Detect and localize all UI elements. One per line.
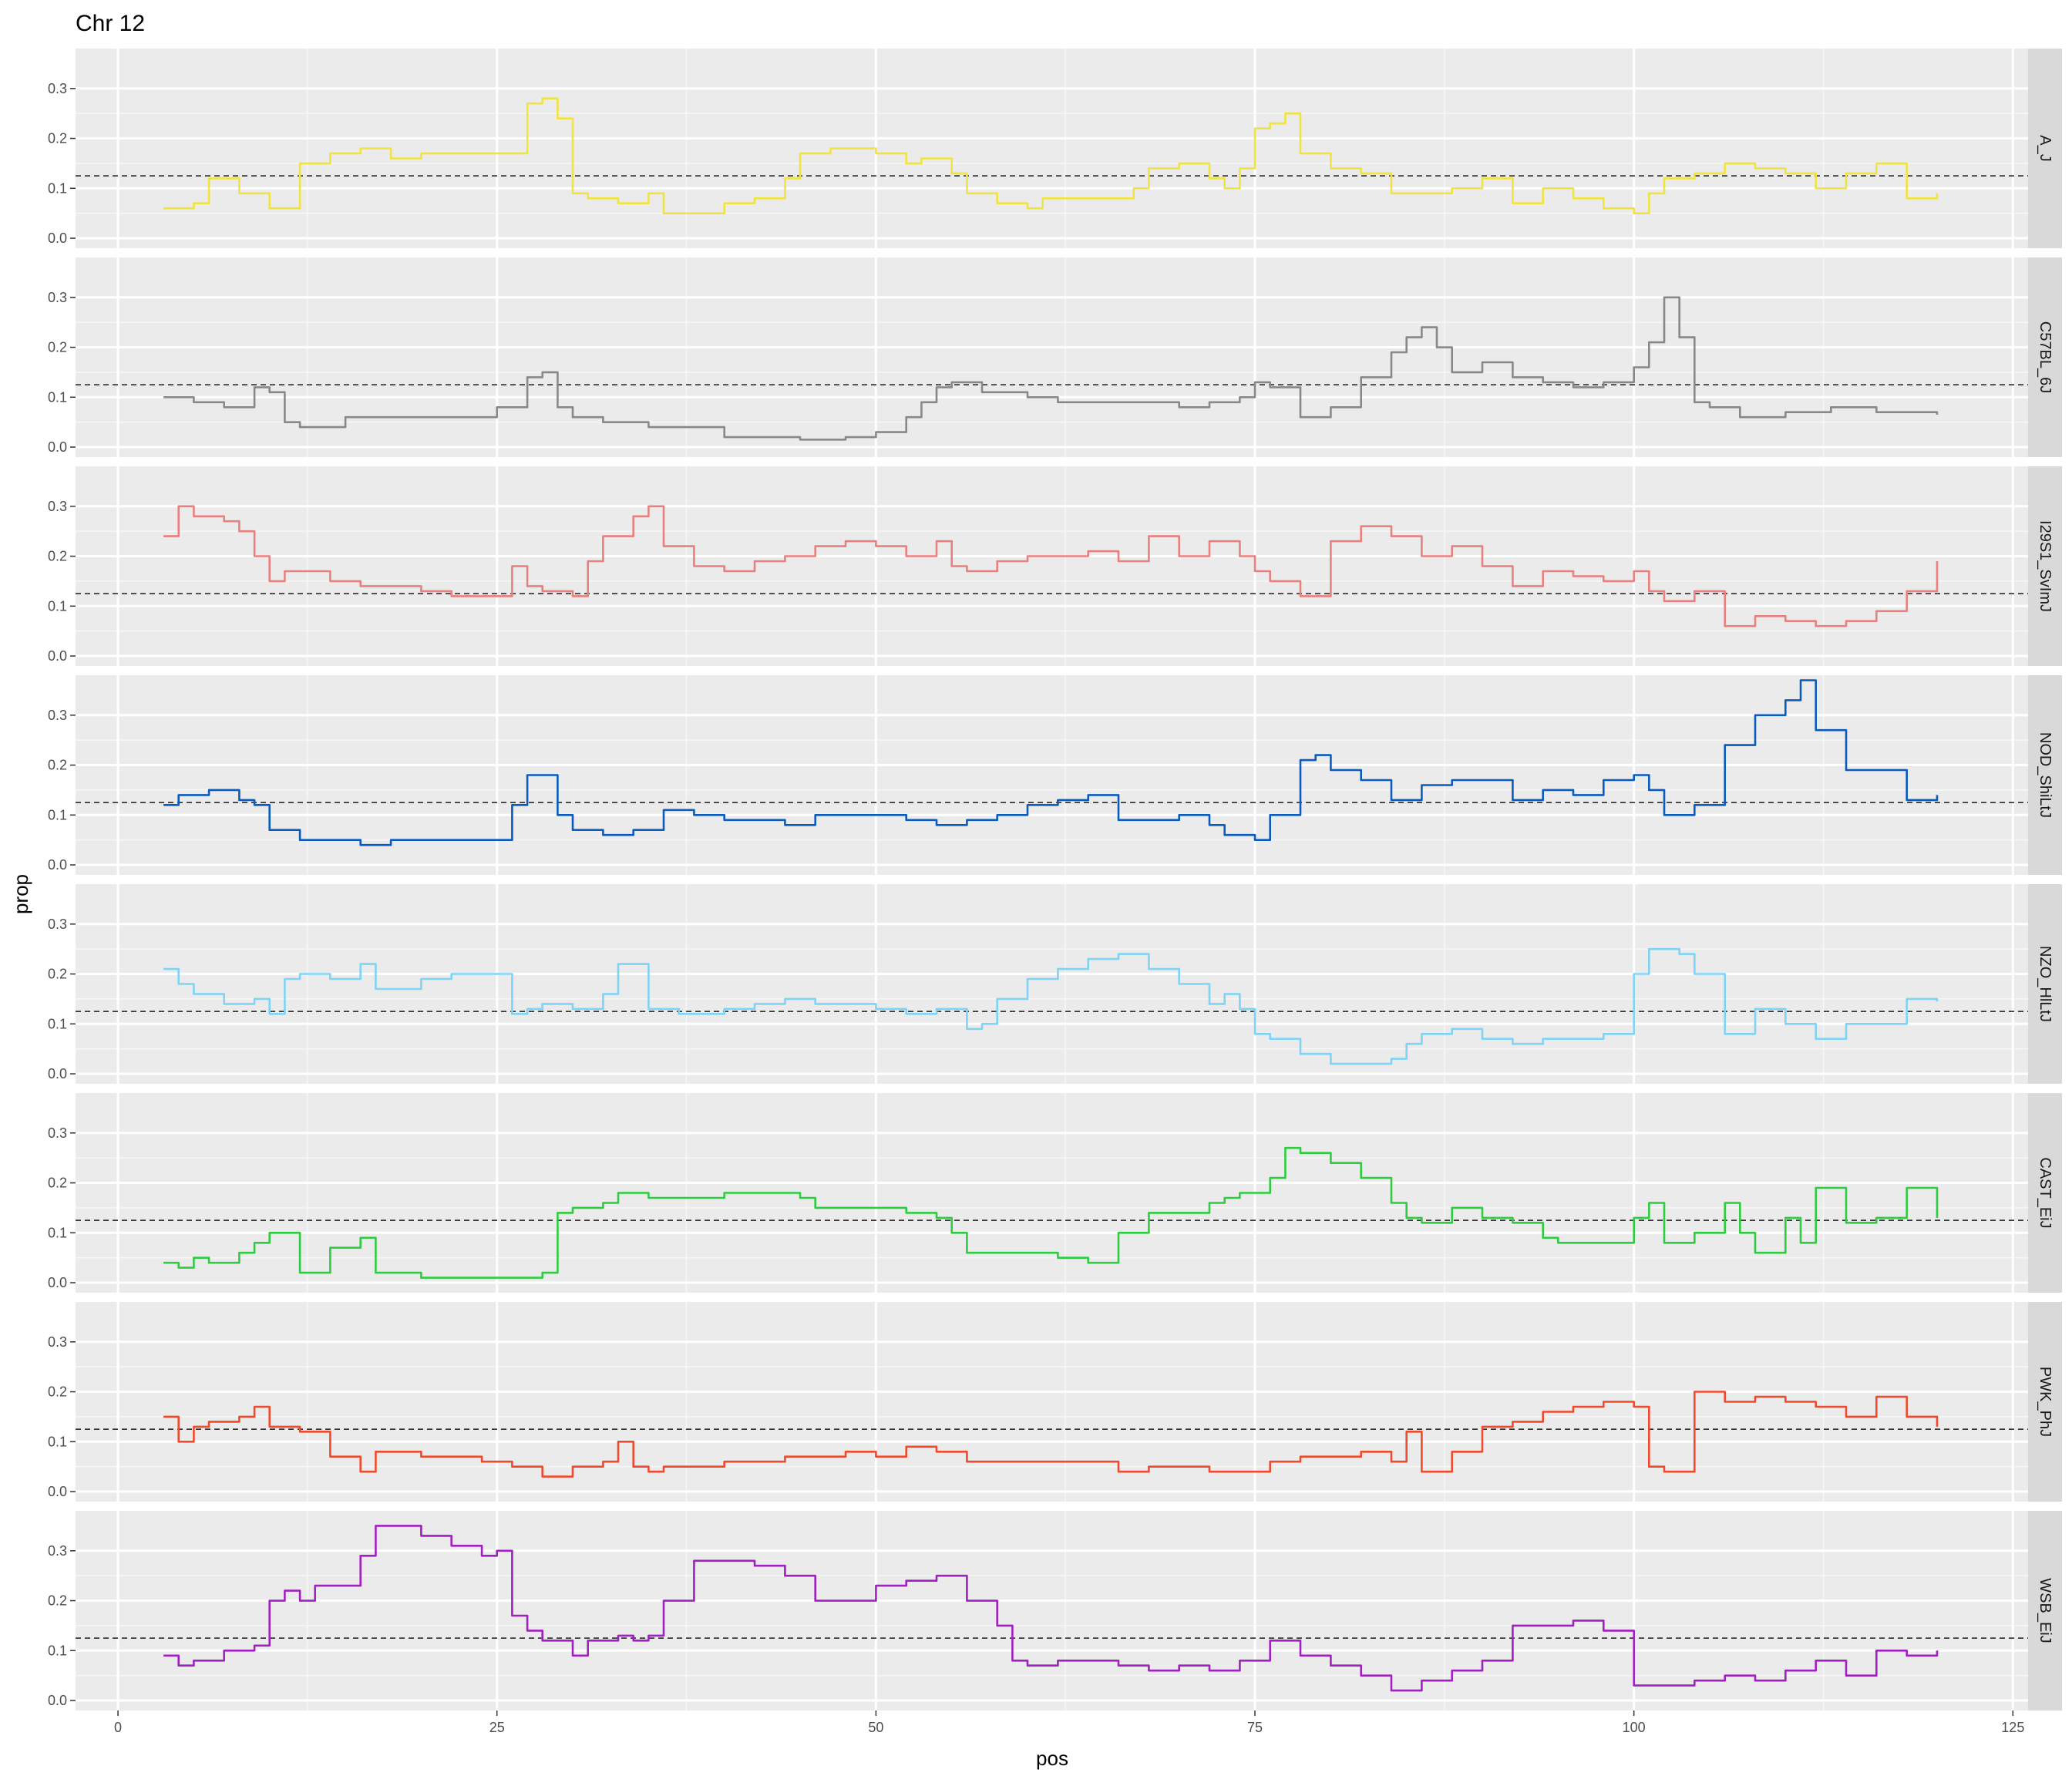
facet-strip-label: WSB_EiJ	[2037, 1578, 2054, 1643]
facet-strip-label: C57BL_6J	[2037, 321, 2054, 393]
facet-panels: 0.00.10.20.3A_J0.00.10.20.3C57BL_6J0.00.…	[48, 49, 2062, 1710]
panel-background	[76, 675, 2028, 875]
y-tick-label: 0.3	[48, 708, 67, 723]
y-tick-label: 0.0	[48, 857, 67, 873]
series-line-PWK_PhJ	[163, 1391, 1939, 1478]
y-axis-title: prop	[9, 874, 32, 914]
series-line-A_J	[163, 97, 1939, 214]
facet-panel-2: 0.0 0.1 0.2 0.3 C57BL_6J	[48, 257, 2062, 457]
x-tick-label: 100	[1623, 1720, 1646, 1735]
y-tick-label: 0.3	[48, 917, 67, 932]
y-tick-label: 0.2	[48, 131, 67, 146]
facet-panel-3: 0.0 0.1 0.2 0.3 I29S1_SvImJ	[48, 466, 2062, 666]
facet-panel-6: 0.0 0.1 0.2 0.3 CAST_EiJ	[48, 1093, 2062, 1293]
series-line-CAST_EiJ	[163, 1146, 1939, 1279]
y-tick-label: 0.0	[48, 1484, 67, 1499]
y-tick-label: 0.0	[48, 439, 67, 455]
series-line-C57BL_6J	[163, 296, 1939, 441]
facet-strip-label: CAST_EiJ	[2037, 1157, 2054, 1228]
y-tick-label: 0.0	[48, 1275, 67, 1290]
y-tick-label: 0.0	[48, 648, 67, 664]
chart-title: Chr 12	[76, 11, 145, 36]
y-tick-label: 0.2	[48, 340, 67, 355]
facet-strip	[2028, 1511, 2062, 1710]
y-tick-label: 0.0	[48, 1693, 67, 1708]
x-axis-title: pos	[1036, 1747, 1068, 1770]
facet-strip	[2028, 1302, 2062, 1502]
y-tick-label: 0.3	[48, 1543, 67, 1559]
panel-background	[76, 1511, 2028, 1710]
facet-strip-label: I29S1_SvImJ	[2037, 520, 2054, 612]
facet-panel-7: 0.0 0.1 0.2 0.3 PWK_PhJ	[48, 1302, 2062, 1502]
y-tick-label: 0.1	[48, 1225, 67, 1240]
panel-background	[76, 1093, 2028, 1293]
panel-background	[76, 1302, 2028, 1502]
y-tick-label: 0.0	[48, 1066, 67, 1081]
facet-strip-label: NZO_HlLtJ	[2037, 946, 2054, 1022]
facet-strip	[2028, 257, 2062, 457]
facet-strip	[2028, 49, 2062, 248]
facet-strip	[2028, 466, 2062, 666]
series-line-I29S1_SvImJ	[163, 505, 1939, 627]
y-tick-label: 0.1	[48, 389, 67, 405]
y-tick-label: 0.2	[48, 1176, 67, 1191]
y-tick-label: 0.2	[48, 1384, 67, 1400]
series-line-NOD_ShiLtJ	[163, 679, 1939, 846]
x-tick-label: 25	[489, 1720, 505, 1735]
facet-panel-8: 0.0 0.1 0.2 0.3 WSB_EiJ	[48, 1511, 2062, 1710]
y-tick-label: 0.2	[48, 1593, 67, 1609]
series-line-NZO_HlLtJ	[163, 947, 1939, 1065]
y-tick-label: 0.1	[48, 180, 67, 196]
y-tick-label: 0.1	[48, 1016, 67, 1031]
y-tick-label: 0.3	[48, 81, 67, 96]
facet-panel-1: 0.0 0.1 0.2 0.3 A_J	[48, 49, 2062, 248]
facet-strip-label: NOD_ShiLtJ	[2037, 732, 2054, 818]
y-tick-label: 0.1	[48, 598, 67, 614]
y-tick-label: 0.1	[48, 1643, 67, 1658]
facet-strip	[2028, 884, 2062, 1084]
x-tick-label: 50	[868, 1720, 883, 1735]
panel-background	[76, 466, 2028, 666]
panel-background	[76, 257, 2028, 457]
series-line-WSB_EiJ	[163, 1525, 1939, 1692]
y-tick-label: 0.2	[48, 967, 67, 982]
x-tick-label: 125	[2001, 1720, 2024, 1735]
y-tick-label: 0.3	[48, 290, 67, 305]
facet-panel-5: 0.0 0.1 0.2 0.3 NZO_HlLtJ	[48, 884, 2062, 1084]
y-tick-label: 0.2	[48, 549, 67, 564]
y-tick-label: 0.3	[48, 499, 67, 514]
facet-strip	[2028, 1093, 2062, 1293]
panel-background	[76, 884, 2028, 1084]
y-tick-label: 0.2	[48, 758, 67, 773]
y-tick-label: 0.1	[48, 807, 67, 822]
facet-strip-label: PWK_PhJ	[2037, 1367, 2054, 1437]
y-tick-label: 0.3	[48, 1125, 67, 1141]
x-tick-label: 75	[1247, 1720, 1263, 1735]
x-tick-label: 0	[114, 1720, 122, 1735]
facet-strip-label: A_J	[2037, 135, 2054, 161]
facet-strip	[2028, 675, 2062, 875]
facet-panel-4: 0.0 0.1 0.2 0.3 NOD_ShiLtJ	[48, 675, 2062, 875]
x-axis: 0 25 50 75 100 125	[114, 1710, 2024, 1735]
y-tick-label: 0.3	[48, 1334, 67, 1350]
y-tick-label: 0.1	[48, 1434, 67, 1449]
panel-background	[76, 49, 2028, 248]
y-tick-label: 0.0	[48, 230, 67, 246]
